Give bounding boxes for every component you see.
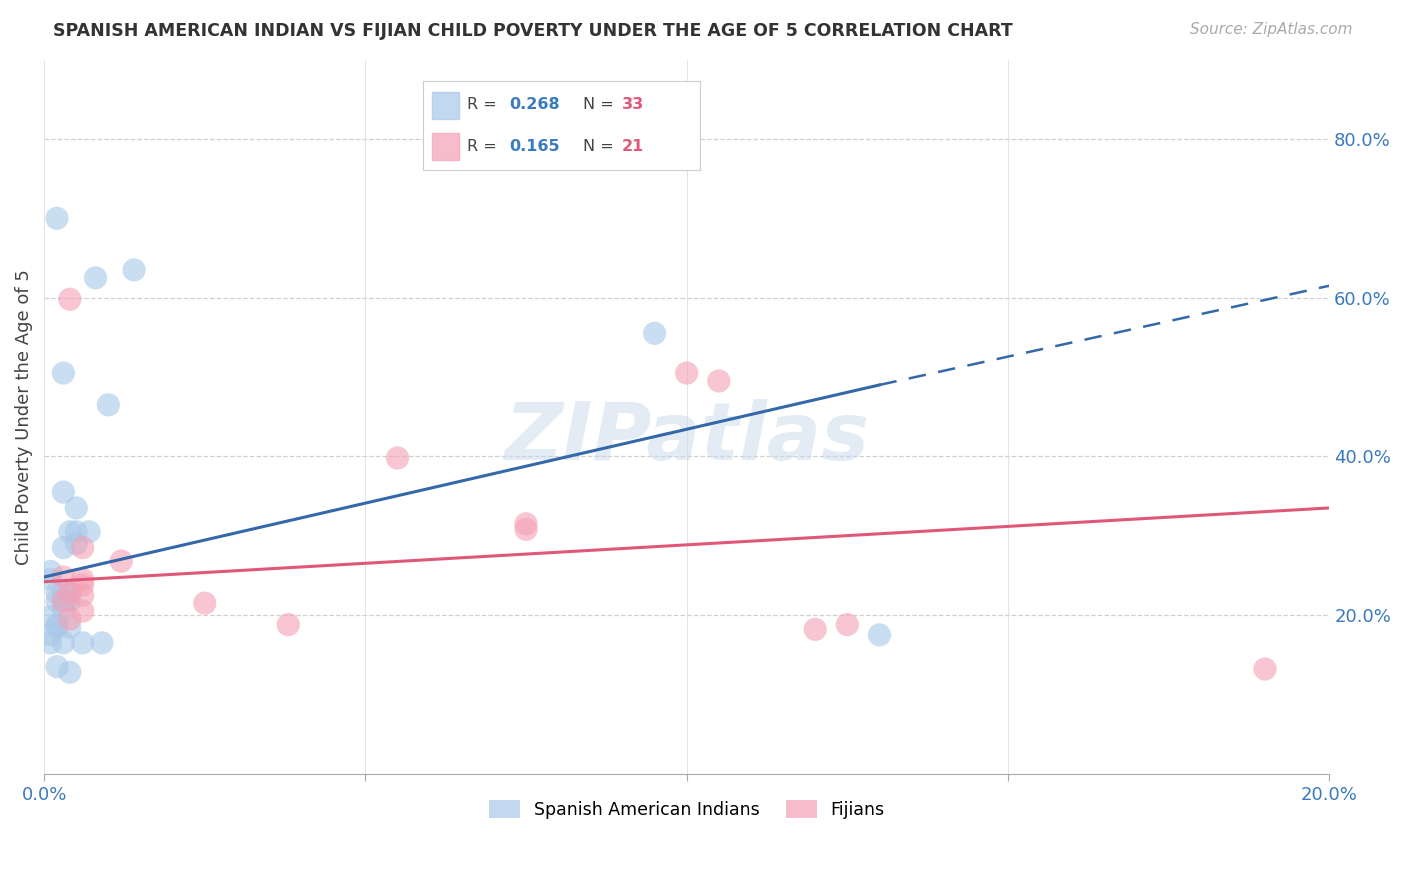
Point [52, 366, 75, 380]
Y-axis label: Child Poverty Under the Age of 5: Child Poverty Under the Age of 5 [15, 268, 32, 565]
Point [59, 665, 82, 680]
Point [72, 588, 94, 602]
Point [91, 636, 114, 650]
Point [59, 586, 82, 600]
Point [52, 594, 75, 608]
Point [39, 628, 62, 642]
Point [52, 485, 75, 500]
Point [59, 620, 82, 634]
Point [52, 586, 75, 600]
Point [52, 541, 75, 555]
Point [46, 620, 69, 634]
Text: SPANISH AMERICAN INDIAN VS FIJIAN CHILD POVERTY UNDER THE AGE OF 5 CORRELATION C: SPANISH AMERICAN INDIAN VS FIJIAN CHILD … [53, 22, 1014, 40]
Point [707, 374, 730, 388]
Point [59, 594, 82, 608]
Point [72, 636, 94, 650]
Text: Source: ZipAtlas.com: Source: ZipAtlas.com [1189, 22, 1353, 37]
Point [77, 524, 100, 539]
Point [277, 617, 299, 632]
Point [39, 573, 62, 587]
Point [122, 263, 145, 277]
Point [97, 398, 120, 412]
Point [675, 366, 697, 380]
Point [39, 565, 62, 579]
Point [65, 500, 87, 515]
Point [387, 450, 409, 465]
Point [39, 636, 62, 650]
Point [804, 623, 827, 637]
Point [1254, 662, 1277, 676]
Point [65, 536, 87, 550]
Point [59, 612, 82, 626]
Point [515, 516, 537, 531]
Point [52, 636, 75, 650]
Point [46, 659, 69, 673]
Point [515, 522, 537, 536]
Legend: Spanish American Indians, Fijians: Spanish American Indians, Fijians [482, 793, 891, 826]
Point [39, 609, 62, 624]
Point [194, 596, 217, 610]
Point [52, 570, 75, 584]
Point [110, 554, 132, 568]
Point [72, 578, 94, 592]
Point [72, 573, 94, 587]
Point [65, 524, 87, 539]
Point [869, 628, 891, 642]
Point [84, 270, 107, 285]
Point [46, 586, 69, 600]
Point [72, 604, 94, 618]
Point [46, 594, 69, 608]
Point [52, 601, 75, 615]
Point [46, 617, 69, 632]
Point [59, 586, 82, 600]
Point [72, 541, 94, 555]
Point [644, 326, 666, 341]
Point [59, 292, 82, 306]
Point [46, 211, 69, 226]
Point [59, 524, 82, 539]
Text: ZIPatlas: ZIPatlas [505, 399, 869, 477]
Point [52, 594, 75, 608]
Point [837, 617, 859, 632]
